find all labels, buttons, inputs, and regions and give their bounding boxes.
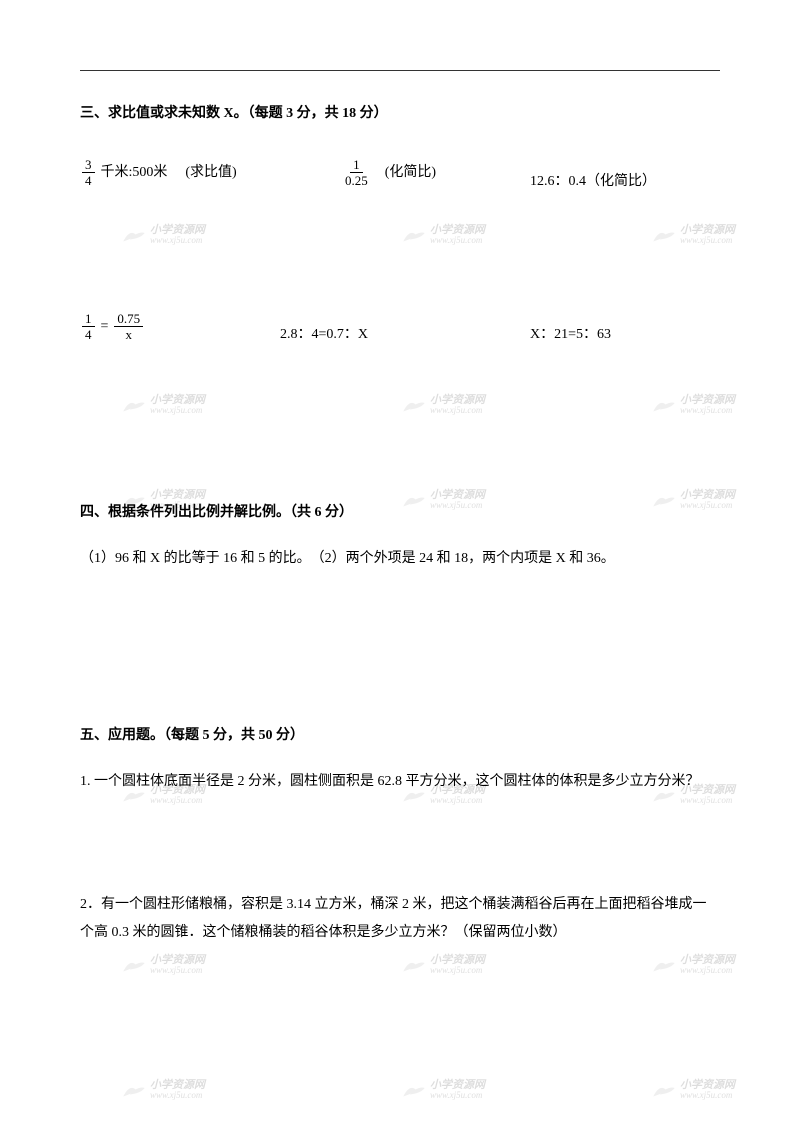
p5-text: 2.8：4=0.7：X — [280, 322, 368, 347]
section4-title: 四、根据条件列出比例并解比例。（共 6 分） — [80, 500, 720, 525]
problem-3-4: 1 4 = 0.75 x — [80, 311, 280, 343]
problem-3-6: X：21=5：63 — [530, 322, 611, 347]
section3-title: 三、求比值或求未知数 X。（每题 3 分，共 18 分） — [80, 101, 720, 126]
p2-note: (化简比) — [385, 160, 436, 185]
watermark-item: 小学资源网www.xj5u.com — [650, 955, 735, 975]
problem-3-3: 12.6：0.4（化简比） — [530, 169, 656, 194]
fraction-3-4: 3 4 — [82, 157, 95, 189]
section3-row2: 1 4 = 0.75 x 2.8：4=0.7：X X：21=5：63 — [80, 306, 720, 347]
top-rule — [80, 70, 720, 71]
problem-3-5: 2.8：4=0.7：X — [280, 322, 530, 347]
section5-q1: 1. 一个圆柱体底面半径是 2 分米，圆柱侧面积是 62.8 平方分米，这个圆柱… — [80, 768, 720, 796]
eq-sign: = — [101, 314, 109, 339]
fraction-075-x: 0.75 x — [114, 311, 143, 343]
fraction-1-025: 1 0.25 — [342, 157, 371, 189]
watermark-item: 小学资源网www.xj5u.com — [400, 1080, 485, 1100]
watermark-item: 小学资源网www.xj5u.com — [120, 955, 205, 975]
fraction-1-4: 1 4 — [82, 311, 95, 343]
p6-text: X：21=5：63 — [530, 322, 611, 347]
problem-3-2: 1 0.25 (化简比) — [340, 157, 530, 189]
watermark-item: 小学资源网www.xj5u.com — [650, 1080, 735, 1100]
p3-text: 12.6：0.4（化简比） — [530, 169, 656, 194]
section5-title: 五、应用题。（每题 5 分，共 50 分） — [80, 723, 720, 748]
problem-3-1: 3 4 千米:500米 (求比值) — [80, 157, 340, 189]
watermark-item: 小学资源网www.xj5u.com — [120, 1080, 205, 1100]
p1-note: (求比值) — [185, 160, 236, 185]
section4-problems: （1）96 和 X 的比等于 16 和 5 的比。 （2）两个外项是 24 和 … — [80, 545, 720, 573]
watermark-item: 小学资源网www.xj5u.com — [400, 955, 485, 975]
p1-text: 千米:500米 — [101, 160, 168, 185]
section3-row1: 3 4 千米:500米 (求比值) 1 0.25 (化简比) 12.6：0.4（… — [80, 151, 720, 194]
section5-q2: 2．有一个圆柱形储粮桶，容积是 3.14 立方米，桶深 2 米，把这个桶装满稻谷… — [80, 891, 720, 947]
